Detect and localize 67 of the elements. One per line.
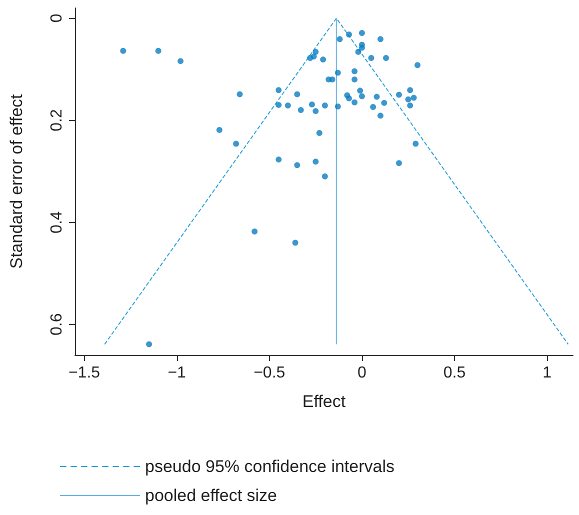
point: [352, 68, 358, 74]
point: [276, 87, 282, 94]
x-tick-label: −0.5: [254, 364, 286, 382]
x-tick-label: 0: [358, 364, 366, 382]
point: [334, 103, 341, 110]
point: [383, 55, 390, 62]
point: [405, 96, 412, 102]
point: [310, 53, 317, 60]
point: [329, 76, 336, 82]
point: [377, 112, 384, 119]
point: [396, 160, 402, 166]
x-tick-label: −1.5: [68, 364, 100, 382]
point: [312, 108, 319, 114]
point: [377, 36, 384, 42]
point: [370, 104, 376, 110]
y-tick-label: 0.4: [48, 211, 66, 234]
y-tick-label: 0.6: [48, 313, 66, 336]
y-axis-title: Standard error of effect: [7, 94, 26, 269]
point: [294, 91, 300, 98]
legend-label: pooled effect size: [145, 486, 277, 505]
point: [355, 48, 362, 55]
point: [346, 95, 352, 102]
point: [334, 70, 341, 76]
point: [252, 228, 258, 235]
point: [412, 140, 419, 147]
point: [358, 44, 365, 51]
point: [322, 102, 328, 108]
point: [414, 62, 420, 68]
point: [352, 76, 358, 82]
point: [322, 173, 328, 180]
point: [276, 156, 282, 163]
point: [358, 93, 365, 100]
point: [298, 107, 304, 114]
point: [155, 48, 162, 54]
point: [374, 94, 380, 100]
point: [320, 56, 326, 63]
x-tick-label: 1: [542, 364, 552, 382]
point: [357, 88, 364, 94]
point: [346, 32, 352, 38]
x-axis-title: Effect: [302, 392, 346, 411]
point: [316, 130, 322, 136]
point: [308, 101, 315, 108]
point: [276, 102, 282, 108]
point: [292, 240, 298, 246]
x-tick-label: 0.5: [443, 364, 466, 382]
point: [396, 92, 402, 98]
point: [216, 126, 222, 133]
point: [381, 100, 388, 106]
y-tick-label: 0.2: [48, 109, 66, 132]
point: [410, 94, 417, 101]
point: [284, 102, 291, 108]
point: [336, 36, 343, 42]
legend-label: pseudo 95% confidence intervals: [145, 457, 394, 476]
point: [294, 162, 300, 168]
y-tick-label: 0: [48, 14, 66, 23]
point: [352, 99, 358, 106]
x-tick-label: −1: [168, 364, 186, 382]
point: [236, 91, 243, 98]
point: [407, 102, 414, 108]
point: [178, 58, 184, 64]
point: [312, 158, 319, 165]
point: [368, 55, 374, 62]
point: [233, 140, 240, 147]
point: [146, 341, 152, 348]
point: [120, 48, 126, 54]
point: [407, 87, 414, 94]
point: [358, 30, 365, 36]
